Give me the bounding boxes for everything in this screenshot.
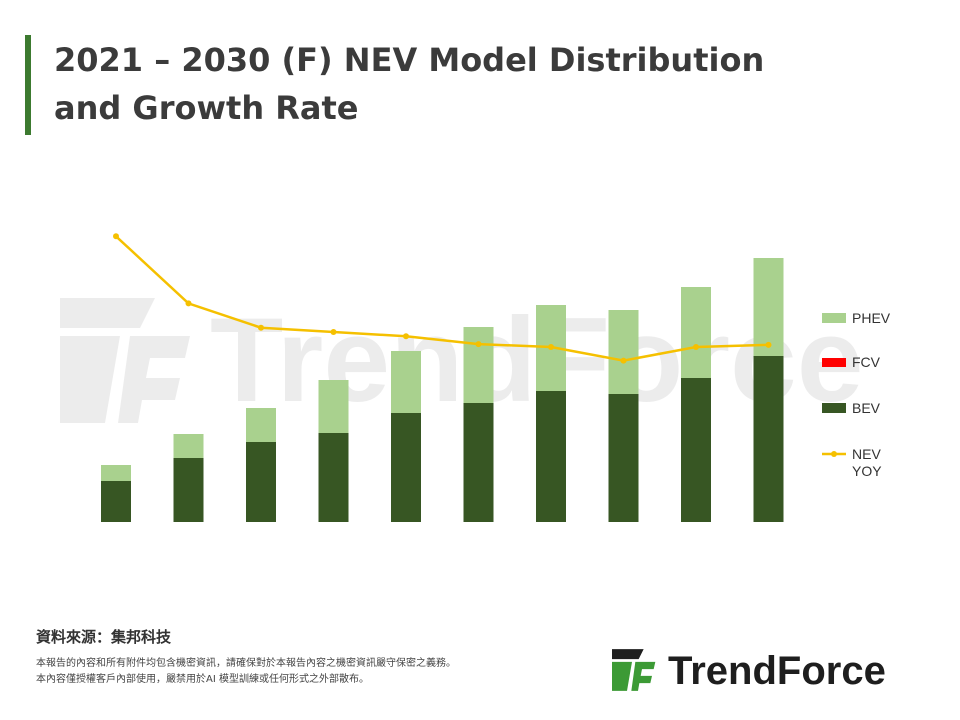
bar-phev-2021 — [101, 465, 131, 481]
bar-bev-2027 — [536, 391, 566, 522]
bar-bev-2030 — [753, 356, 784, 522]
bar-phev-2030 — [753, 258, 784, 356]
bar-phev-2028 — [608, 310, 639, 394]
bar-group — [101, 258, 784, 522]
bar-bev-2021 — [101, 481, 131, 522]
yoy-line-group — [113, 233, 772, 364]
trendforce-logo-text: TrendForce — [668, 649, 886, 693]
disclaimer-line-2: 本內容僅授權客戶內部使用，嚴禁用於AI 模型訓練或任何形式之外部散布。 — [36, 674, 369, 685]
trendforce-logo-icon — [612, 649, 656, 691]
page-title: 2021 – 2030 (F) NEV Model Distribution a… — [54, 41, 765, 127]
legend-label-nev-yoy-line-2: YOY — [852, 463, 882, 479]
legend-label-nev-yoy-line-1: NEV — [852, 446, 881, 462]
point-nev-yoy-2022 — [185, 300, 192, 307]
legend-swatch-bev — [822, 403, 846, 413]
disclaimer-line-1: 本報告的內容和所有附件均包含機密資訊，請確保對於本報告內容之機密資訊嚴守保密之義… — [36, 658, 456, 669]
bar-bev-2024 — [318, 433, 349, 522]
bar-bev-2029 — [681, 378, 711, 522]
bar-phev-2022 — [173, 434, 204, 458]
legend-swatch-phev — [822, 313, 846, 323]
series-line-nev-yoy — [115, 235, 769, 362]
bar-bev-2025 — [391, 413, 421, 522]
bar-phev-2025 — [391, 351, 421, 413]
title-accent-bar — [25, 35, 31, 135]
bar-phev-2026 — [463, 327, 494, 403]
bar-phev-2023 — [246, 408, 276, 442]
point-nev-yoy-2030 — [765, 341, 772, 348]
bar-bev-2028 — [608, 394, 639, 522]
bar-bev-2023 — [246, 442, 276, 522]
point-nev-yoy-2028 — [620, 357, 627, 364]
point-nev-yoy-2027 — [548, 344, 554, 350]
trendforce-logo: TrendForce — [612, 646, 932, 696]
bar-bev-2026 — [463, 403, 494, 522]
legend: PHEV FCV BEV NEV YOY — [822, 310, 891, 479]
legend-marker-nev-yoy — [831, 451, 837, 457]
nev-chart: PHEV FCV BEV NEV YOY — [101, 233, 891, 522]
point-nev-yoy-2025 — [403, 333, 409, 340]
legend-label-fcv: FCV — [852, 354, 881, 370]
watermark-logo-icon — [60, 298, 190, 423]
legend-label-nev-yoy: NEV YOY — [852, 446, 882, 479]
bar-phev-2029 — [681, 287, 711, 378]
legend-label-phev: PHEV — [852, 310, 891, 326]
bar-bev-2022 — [173, 458, 204, 522]
bar-phev-2024 — [318, 380, 349, 433]
point-nev-yoy-2029 — [693, 344, 699, 350]
point-nev-yoy-2021 — [113, 233, 119, 240]
legend-swatch-fcv — [822, 358, 846, 367]
point-nev-yoy-2026 — [475, 341, 482, 348]
legend-label-bev: BEV — [852, 400, 881, 416]
point-nev-yoy-2024 — [330, 329, 337, 335]
point-nev-yoy-2023 — [258, 324, 264, 331]
source-label: 資料來源：集邦科技 — [36, 628, 172, 646]
